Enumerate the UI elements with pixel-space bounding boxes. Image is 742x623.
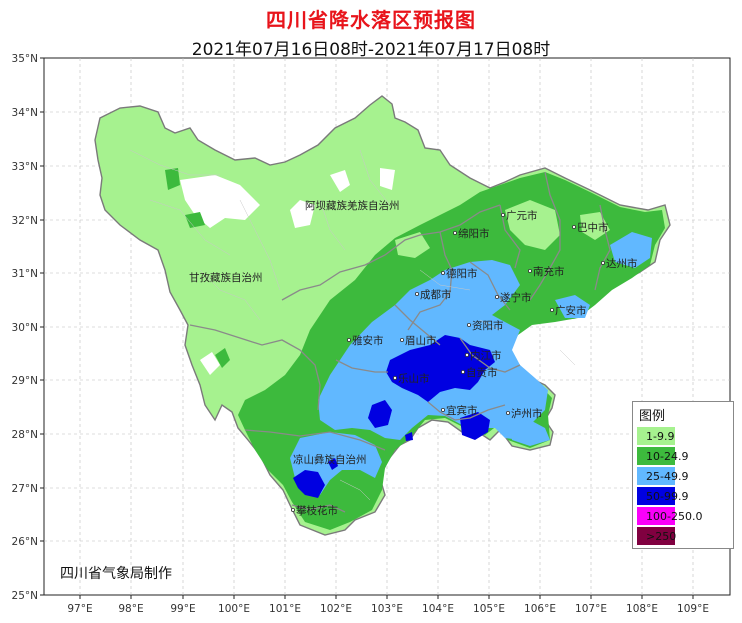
legend-item: 25-49.9	[637, 466, 733, 486]
legend-label: 100-250.0	[646, 510, 703, 523]
city-label-bazhong: 巴中市	[577, 221, 609, 234]
y-tick-35: 35°N	[12, 53, 38, 65]
city-label-meishan: 眉山市	[405, 334, 437, 347]
map-legend: 图例 1-9.9 10-24.9 25-49.9 50-99.9 100-250…	[632, 401, 734, 549]
city-label-chengdu: 成都市	[420, 288, 452, 301]
y-tick-29: 29°N	[12, 375, 38, 387]
x-tick-107: 107°E	[575, 603, 607, 615]
city-label-liangshan: 凉山彝族自治州	[293, 453, 367, 466]
x-tick-100: 100°E	[218, 603, 250, 615]
city-label-guangyuan: 广元市	[506, 209, 538, 222]
x-tick-102: 102°E	[320, 603, 352, 615]
x-tick-104: 104°E	[422, 603, 454, 615]
city-label-guangan: 广安市	[555, 304, 587, 317]
x-tick-97: 97°E	[67, 603, 92, 615]
x-tick-99: 99°E	[170, 603, 195, 615]
city-label-ganzi: 甘孜藏族自治州	[189, 271, 263, 284]
legend-label: >250	[646, 530, 677, 543]
legend-label: 1-9.9	[646, 430, 675, 443]
legend-title: 图例	[639, 409, 666, 424]
x-tick-108: 108°E	[626, 603, 658, 615]
legend-item: 100-250.0	[637, 506, 733, 526]
city-label-zigong: 自贡市	[466, 366, 498, 379]
legend-swatch	[637, 527, 675, 545]
x-tick-105: 105°E	[473, 603, 505, 615]
x-tick-103: 103°E	[371, 603, 403, 615]
map-subtitle: 2021年07月16日08时-2021年07月17日08时	[191, 40, 551, 60]
legend-swatch	[637, 467, 675, 485]
y-tick-30: 30°N	[12, 322, 38, 334]
legend-item: >250	[637, 526, 733, 546]
city-label-leshan: 乐山市	[398, 372, 430, 385]
x-tick-109: 109°E	[677, 603, 709, 615]
legend-label: 25-49.9	[646, 470, 689, 483]
city-label-panzhihua: 攀枝花市	[296, 504, 338, 517]
city-label-ziyang: 资阳市	[472, 319, 504, 332]
legend-swatch	[637, 427, 675, 445]
city-label-aba: 阿坝藏族羌族自治州	[305, 199, 400, 212]
map-title: 四川省降水落区预报图	[266, 8, 476, 32]
city-label-yaan: 雅安市	[352, 334, 384, 347]
city-label-neijiang: 内江市	[470, 349, 502, 362]
y-tick-27: 27°N	[12, 483, 38, 495]
credit-text: 四川省气象局制作	[60, 566, 172, 582]
y-tick-32: 32°N	[12, 215, 38, 227]
legend-item: 1-9.9	[637, 426, 733, 446]
x-tick-98: 98°E	[118, 603, 143, 615]
x-tick-101: 101°E	[269, 603, 301, 615]
y-tick-25: 25°N	[12, 590, 38, 602]
city-label-yibin: 宜宾市	[446, 404, 478, 417]
y-tick-31: 31°N	[12, 268, 38, 280]
x-tick-106: 106°E	[524, 603, 556, 615]
y-tick-34: 34°N	[12, 107, 38, 119]
city-label-dazhou: 达州市	[606, 257, 638, 270]
city-label-luzhou: 泸州市	[511, 407, 543, 420]
legend-swatch	[637, 507, 675, 525]
city-label-suining: 遂宁市	[500, 291, 532, 304]
legend-label: 50-99.9	[646, 490, 689, 503]
y-tick-28: 28°N	[12, 429, 38, 441]
y-tick-33: 33°N	[12, 161, 38, 173]
legend-swatch	[637, 487, 675, 505]
y-tick-26: 26°N	[12, 536, 38, 548]
city-label-deyang: 德阳市	[446, 267, 478, 280]
legend-item: 10-24.9	[637, 446, 733, 466]
city-label-mianyang: 绵阳市	[458, 227, 490, 240]
legend-label: 10-24.9	[646, 450, 689, 463]
legend-swatch	[637, 447, 675, 465]
legend-item: 50-99.9	[637, 486, 733, 506]
city-label-nanchong: 南充市	[533, 265, 565, 278]
